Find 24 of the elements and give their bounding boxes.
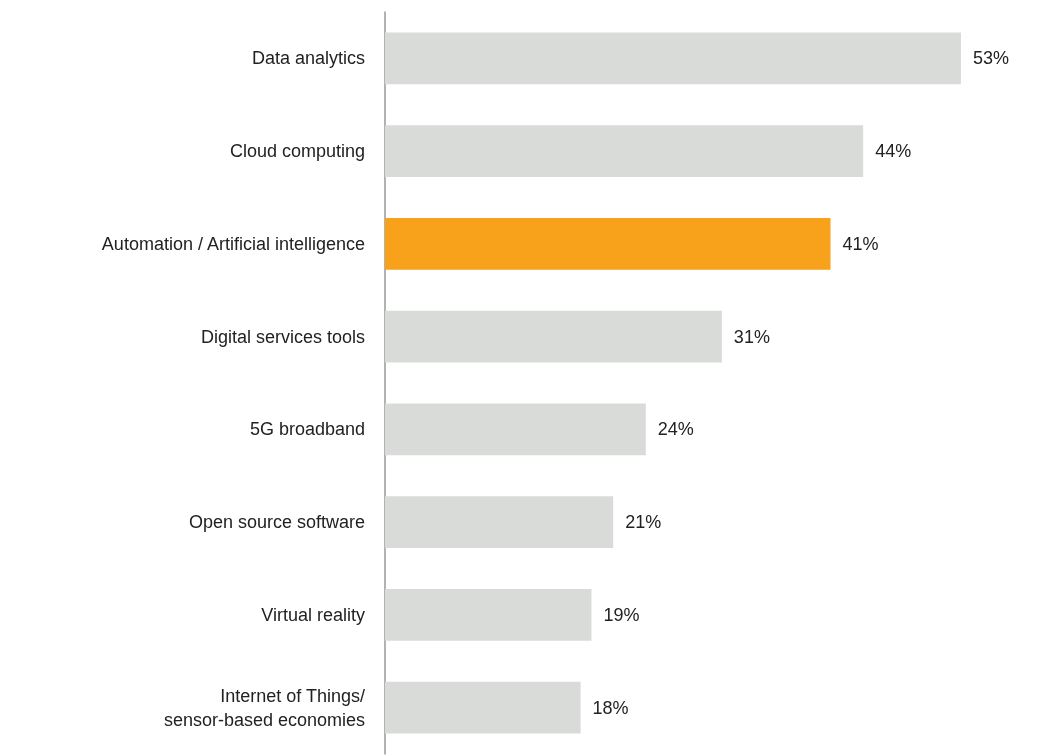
data-label: 53% xyxy=(972,48,1009,69)
bar xyxy=(385,310,722,363)
y-tick-label: Data analytics xyxy=(251,48,365,69)
y-tick-label: Automation / Artificial intelligence xyxy=(101,233,365,254)
data-label: 21% xyxy=(625,512,662,533)
bar xyxy=(385,588,592,641)
data-label: 19% xyxy=(603,604,640,625)
bar xyxy=(385,32,961,85)
y-tick-label: Cloud computing xyxy=(229,141,365,162)
y-tick-label: Open source software xyxy=(188,512,365,533)
data-label: 31% xyxy=(733,326,770,347)
y-tick-label: 5G broadband xyxy=(249,419,365,440)
data-label: 24% xyxy=(657,419,694,440)
bar xyxy=(385,217,831,270)
bar xyxy=(385,496,614,549)
bar xyxy=(385,125,864,178)
bar xyxy=(385,403,646,456)
bar xyxy=(385,681,581,734)
data-label: 18% xyxy=(592,697,629,718)
y-tick-label: Digital services tools xyxy=(200,326,365,347)
data-label: 44% xyxy=(875,141,912,162)
y-tick-label: Virtual reality xyxy=(261,604,365,625)
data-label: 41% xyxy=(842,233,879,254)
y-tick-label: Internet of Things/ sensor-based economies xyxy=(163,685,365,730)
